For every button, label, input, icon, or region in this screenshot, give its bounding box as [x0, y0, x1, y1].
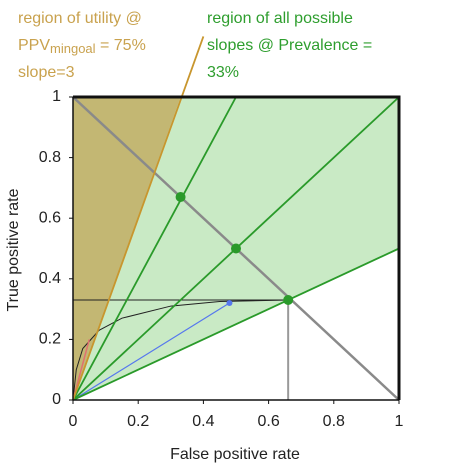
x-tick-label: 0 — [69, 413, 78, 430]
points — [175, 191, 294, 307]
line — [72, 299, 289, 401]
line — [72, 96, 237, 401]
ticks: 0 0.2 0.4 0.6 0.8 1 0 0.2 0.4 0.6 0.8 1 — [39, 88, 404, 430]
point — [283, 295, 294, 306]
x-axis-label: False positive rate — [170, 446, 300, 463]
line — [72, 339, 91, 401]
y-tick-label: 0.6 — [39, 209, 61, 226]
y-tick-label: 0 — [52, 391, 61, 408]
ppv-value: = 75% — [96, 37, 146, 54]
y-tick-label: 0.8 — [39, 149, 61, 166]
subscript: mingoal — [50, 41, 96, 56]
slopes-line2: slopes @ Prevalence = — [207, 37, 372, 54]
line — [72, 302, 230, 401]
x-tick-label: 0.6 — [257, 413, 279, 430]
line — [73, 95, 401, 400]
x-tick-label: 0.4 — [192, 413, 214, 430]
point — [226, 300, 233, 307]
y-tick-label: 1 — [52, 88, 61, 105]
x-tick-label: 0.8 — [323, 413, 345, 430]
point — [175, 191, 186, 202]
line — [72, 247, 400, 401]
utility-label: region of utility @ PPVmingoal = 75% slo… — [18, 10, 146, 81]
utility-line1: region of utility @ — [18, 10, 142, 27]
slopes-line1: region of all possible — [207, 10, 353, 27]
ppv: PPV — [18, 37, 50, 54]
x-tick-label: 0.2 — [127, 413, 149, 430]
utility-line2: PPVmingoal = 75% — [18, 37, 146, 56]
utility-line3: slope=3 — [18, 64, 75, 81]
slopes-label: region of all possible slopes @ Prevalen… — [207, 10, 372, 81]
y-axis-label: True positive rate — [5, 188, 22, 311]
y-tick-label: 0.2 — [39, 331, 61, 348]
point — [231, 243, 241, 254]
y-tick-label: 0.4 — [39, 270, 61, 287]
x-tick-label: 1 — [395, 413, 404, 430]
slopes-line3: 33% — [207, 64, 239, 81]
